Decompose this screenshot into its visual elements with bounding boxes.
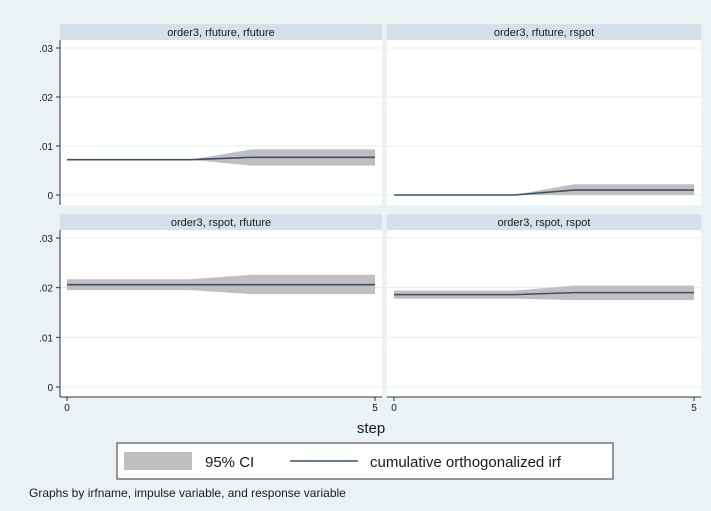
legend-label-irf: cumulative orthogonalized irf [370,454,562,471]
panel-header [387,214,701,230]
plot-area [60,230,382,397]
y-tick-label: .02 [39,284,53,295]
y-tick-label: 0 [47,191,53,202]
plot-area [60,40,382,205]
ci-band [394,184,694,195]
plot-area [387,230,701,397]
x-axis-title: step [357,420,385,437]
x-tick-label: 0 [64,403,70,414]
panel-title: order3, rfuture, rspot [494,27,594,39]
panel-3: order3, rspot, rfuture [60,214,382,397]
legend: 95% CI cumulative orthogonalized irf [116,442,614,480]
panel-title: order3, rfuture, rfuture [167,27,275,39]
panel-header [60,214,382,230]
ci-band [67,149,375,166]
legend-label-ci: 95% CI [205,454,254,471]
y-tick-label: .01 [39,333,53,344]
panel-grid: order3, rfuture, rfuture order3, rfuture,… [60,24,701,397]
graph-note: Graphs by irfname, impulse variable, and… [29,486,346,500]
panel-header [60,24,382,40]
panel-header [387,24,701,40]
legend-box [116,442,614,480]
irf-line [394,291,694,296]
panel-2: order3, rfuture, rspot [387,24,701,205]
x-tick-label: 0 [391,403,397,414]
y-tick-label: .03 [39,234,53,245]
y-axes: .03 .02 .01 0 .03 .02 .01 0 [39,40,61,397]
x-tick-label: 5 [691,403,697,414]
irf-line [394,189,694,196]
y-tick-label: .03 [39,44,53,55]
y-tick-label: .01 [39,142,53,153]
plot-area [387,40,701,205]
x-axes: 0 5 0 5 [60,396,701,414]
panel-title: order3, rspot, rfuture [171,217,271,229]
y-tick-label: .02 [39,93,53,104]
panel-title: order3, rspot, rspot [498,217,591,229]
legend-swatch-ci [124,452,192,470]
irf-line [67,156,375,161]
y-tick-label: 0 [47,383,53,394]
x-tick-label: 5 [372,403,378,414]
panel-4: order3, rspot, rspot [387,214,701,397]
panel-1: order3, rfuture, rfuture [60,24,382,205]
